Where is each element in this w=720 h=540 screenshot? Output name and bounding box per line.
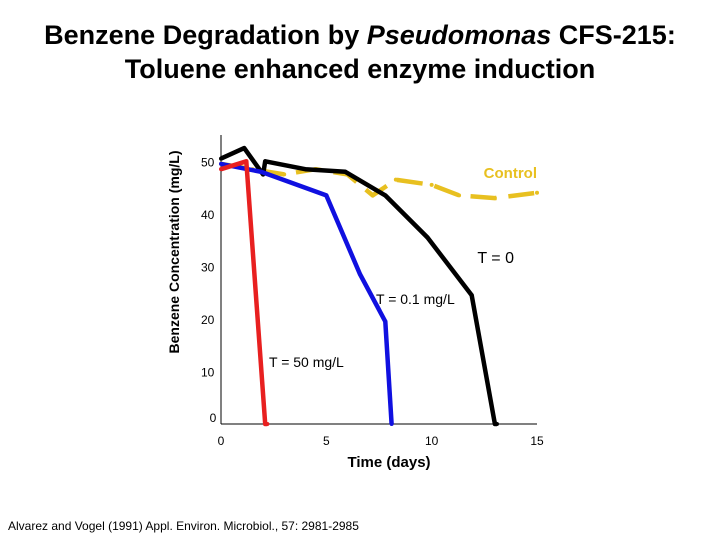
data-point-control [393, 177, 398, 182]
series-label-t-50-mg-l: T = 50 mg/L [269, 354, 344, 370]
data-point-t-50-mg-l [244, 159, 249, 164]
data-point-t-0-1-mg-l [389, 422, 394, 426]
y-tick-label: 40 [201, 208, 215, 222]
series-label-control: Control [484, 165, 537, 182]
chart-axes: 0 10 20 30 40 50 0 5 10 15 Time (days) Benzene Conc… [166, 135, 544, 471]
data-point-t-50-mg-l [219, 167, 223, 172]
data-point-t-0 [383, 193, 388, 198]
x-axis-title: Time (days) [347, 454, 430, 471]
y-axis-title: Benzene Concentration (mg/L) [166, 150, 182, 353]
chart-labels-layer: Control T = 0 T = 0.1 mg/L T = 50 mg/L [269, 165, 537, 370]
data-point-control [370, 193, 375, 198]
chart-title: Benzene Degradation by Pseudomonas CFS-2… [0, 18, 720, 86]
data-point-control [457, 193, 462, 198]
data-point-t-0-1-mg-l [383, 319, 388, 324]
data-point-t-0 [469, 293, 474, 298]
data-point-t-0-1-mg-l [324, 193, 329, 198]
x-tick-label: 5 [323, 434, 330, 448]
y-tick-label: 30 [201, 260, 215, 274]
x-tick-label: 0 [218, 434, 225, 448]
chart-title-line1: Benzene Degradation by Pseudomonas CFS-2… [0, 18, 720, 52]
x-tick-label: 10 [425, 434, 439, 448]
data-point-control [535, 190, 539, 195]
data-point-t-0-1-mg-l [219, 161, 223, 166]
data-point-t-0 [303, 167, 308, 172]
data-point-t-0 [263, 159, 268, 164]
chart-series-layer [219, 145, 539, 427]
chart-title-line2: Toluene enhanced enzyme induction [124, 54, 596, 84]
data-point-t-0-1-mg-l [358, 272, 363, 277]
series-label-t-0-1-mg-l: T = 0.1 mg/L [376, 291, 455, 307]
data-point-control [492, 196, 497, 201]
y-tick-label: 20 [201, 313, 215, 327]
x-tick-label: 15 [530, 434, 544, 448]
data-point-t-0-1-mg-l [259, 169, 264, 174]
title-italic-organism: Pseudomonas [366, 20, 552, 50]
data-point-t-0 [219, 156, 223, 161]
series-label-t-0: T = 0 [477, 250, 514, 267]
series-line-t-50-mg-l [220, 159, 268, 427]
data-point-control [282, 172, 287, 177]
data-point-control [429, 182, 434, 187]
data-point-t-0 [425, 235, 430, 240]
data-point-t-0 [343, 169, 348, 174]
series-line-t-0-1-mg-l [220, 161, 394, 425]
y-tick-label: 0 [210, 411, 217, 425]
data-point-t-50-mg-l [265, 422, 270, 426]
y-tick-label: 50 [201, 155, 215, 169]
title-suffix: CFS-215: [551, 20, 676, 50]
y-tick-label: 10 [201, 365, 215, 379]
citation: Alvarez and Vogel (1991) Appl. Environ. … [8, 519, 359, 533]
title-prefix: Benzene Degradation by [44, 20, 367, 50]
data-point-t-0 [494, 422, 499, 426]
data-point-t-0 [242, 146, 247, 151]
